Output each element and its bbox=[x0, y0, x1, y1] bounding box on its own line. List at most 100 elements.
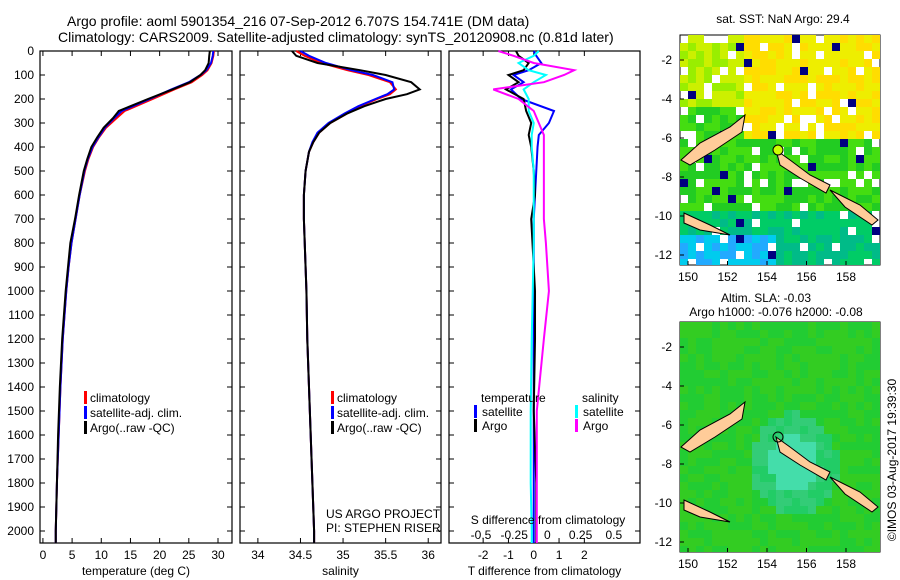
map-cell-sla bbox=[704, 402, 712, 410]
map-cell-sla bbox=[800, 346, 808, 354]
map-cell-sla bbox=[760, 410, 768, 418]
map-cell-sst bbox=[864, 163, 872, 171]
map-cell-sst bbox=[776, 195, 784, 203]
map-cell-sla bbox=[792, 474, 800, 482]
map-cell-sla bbox=[840, 426, 848, 434]
map-cell-sla bbox=[824, 466, 832, 474]
map-cell-sla bbox=[720, 370, 728, 378]
map-cell-sla bbox=[840, 514, 848, 522]
map-cell-sst bbox=[792, 115, 800, 123]
map-cell-sla bbox=[808, 394, 816, 402]
x-tick-label: 0 bbox=[40, 548, 47, 562]
axes-box-salinity bbox=[239, 50, 442, 544]
map-cell-sla bbox=[712, 362, 720, 370]
map-cell-sla bbox=[776, 482, 784, 490]
map-cell-sla bbox=[872, 498, 880, 506]
map-cell-sst bbox=[824, 123, 832, 131]
map-cell-sst bbox=[760, 163, 768, 171]
map-cell-sst bbox=[680, 147, 688, 155]
map-cell-sla bbox=[760, 330, 768, 338]
map-cell-sst bbox=[840, 259, 848, 265]
map-cell-sla bbox=[848, 442, 856, 450]
map-cell-sst bbox=[832, 203, 840, 211]
map-cell-sst bbox=[824, 195, 832, 203]
map-cell-sla bbox=[824, 514, 832, 522]
map-cell-sla bbox=[832, 466, 840, 474]
map-cell-sla bbox=[856, 506, 864, 514]
map-cell-sla bbox=[736, 514, 744, 522]
map-cell-sst bbox=[864, 203, 872, 211]
map-cell-sla bbox=[688, 514, 696, 522]
map-cell-sla bbox=[680, 426, 688, 434]
map-cell-sla bbox=[800, 330, 808, 338]
legend-title-salinity: salinity bbox=[582, 391, 619, 405]
map-cell-sla bbox=[704, 474, 712, 482]
map-cell-sst bbox=[808, 123, 816, 131]
map-cell-sst bbox=[680, 203, 688, 211]
map-cell-sla bbox=[744, 362, 752, 370]
map-cell-sst bbox=[824, 51, 832, 59]
map-cell-sst bbox=[720, 59, 728, 67]
map-cell-sla bbox=[872, 538, 880, 546]
map-cell-sst bbox=[760, 35, 768, 43]
map-cell-sla bbox=[720, 330, 728, 338]
map-cell-sst bbox=[712, 219, 720, 227]
map-cell-sla bbox=[760, 482, 768, 490]
map-cell-sla bbox=[816, 482, 824, 490]
map-cell-sst bbox=[712, 91, 720, 99]
map-cell-sla bbox=[808, 450, 816, 458]
map-cell-sst bbox=[864, 155, 872, 163]
map-cell-sst bbox=[784, 243, 792, 251]
map-cell-sla bbox=[720, 362, 728, 370]
x-axis-label: T difference from climatology bbox=[468, 564, 622, 578]
map-cell-sla bbox=[728, 530, 736, 538]
map-cell-sst bbox=[784, 107, 792, 115]
map-cell-sst bbox=[704, 179, 712, 187]
map-cell-sla bbox=[704, 450, 712, 458]
map-cell-sst bbox=[872, 203, 880, 211]
map-cell-sla bbox=[744, 522, 752, 530]
map-cell-sst bbox=[792, 67, 800, 75]
map-cell-sla bbox=[720, 410, 728, 418]
map-cell-sla bbox=[752, 346, 760, 354]
map-cell-sla bbox=[776, 418, 784, 426]
x-tick-label: -1 bbox=[503, 548, 514, 562]
y-tick-label: 1800 bbox=[7, 476, 34, 490]
map-cell-sst bbox=[688, 195, 696, 203]
map-cell-sla bbox=[704, 362, 712, 370]
map-cell-sla bbox=[760, 466, 768, 474]
map-cell-sst bbox=[680, 259, 688, 265]
map-cell-sla bbox=[776, 506, 784, 514]
map-cell-sla bbox=[848, 474, 856, 482]
map-cell-sla bbox=[744, 514, 752, 522]
map-cell-sla bbox=[784, 426, 792, 434]
map-cell-sla bbox=[680, 490, 688, 498]
map-cell-sst bbox=[720, 163, 728, 171]
map-cell-sst bbox=[736, 171, 744, 179]
map-x-tick-label: 152 bbox=[717, 557, 737, 571]
map-cell-sst bbox=[848, 35, 856, 43]
map-cell-sst bbox=[816, 211, 824, 219]
map-cell-sst bbox=[808, 219, 816, 227]
map-cell-sst bbox=[840, 131, 848, 139]
map-cell-sla bbox=[760, 522, 768, 530]
map-cell-sst bbox=[760, 51, 768, 59]
map-cell-sla bbox=[696, 338, 704, 346]
map-cell-sst bbox=[704, 59, 712, 67]
map-cell-sst bbox=[688, 83, 696, 91]
map-cell-sst bbox=[792, 131, 800, 139]
map-cell-sla bbox=[712, 394, 720, 402]
map-cell-sst bbox=[840, 155, 848, 163]
map-cell-sst bbox=[712, 51, 720, 59]
map-cell-sst bbox=[744, 67, 752, 75]
series-line-argo bbox=[291, 50, 422, 543]
x-axis-label: salinity bbox=[322, 564, 359, 578]
map-cell-sla bbox=[824, 450, 832, 458]
map-cell-sst bbox=[800, 139, 808, 147]
map-cell-sla bbox=[768, 322, 776, 330]
map-cell-sst bbox=[800, 195, 808, 203]
map-cell-sst bbox=[688, 187, 696, 195]
map-cell-sst bbox=[840, 139, 848, 147]
map-cell-sst bbox=[776, 179, 784, 187]
map-cell-sst bbox=[824, 99, 832, 107]
